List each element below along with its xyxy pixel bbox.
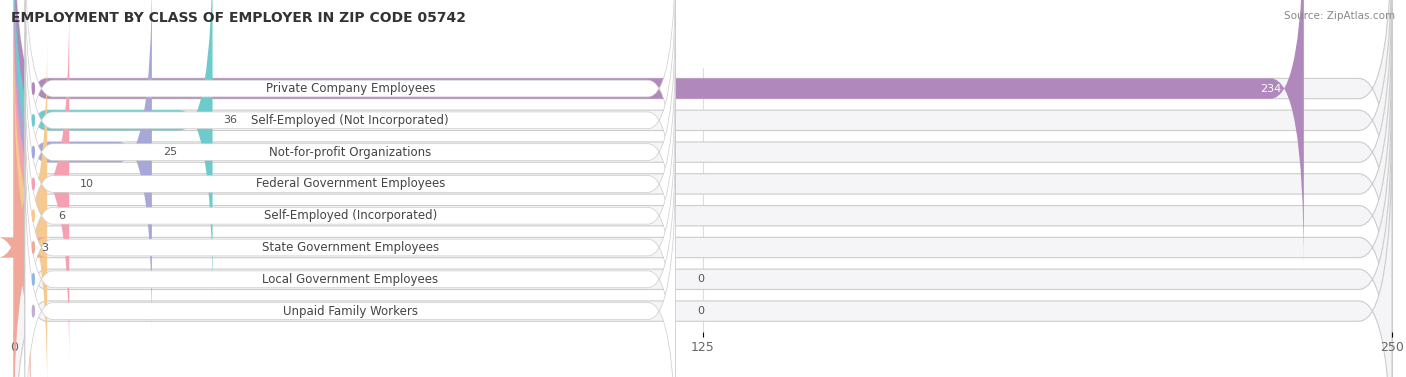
FancyBboxPatch shape bbox=[25, 33, 675, 334]
Text: 10: 10 bbox=[80, 179, 94, 189]
Circle shape bbox=[32, 274, 34, 285]
Text: Local Government Employees: Local Government Employees bbox=[262, 273, 439, 286]
FancyBboxPatch shape bbox=[14, 0, 1392, 333]
Text: 25: 25 bbox=[163, 147, 177, 157]
FancyBboxPatch shape bbox=[25, 2, 675, 303]
Circle shape bbox=[32, 115, 34, 126]
Text: Source: ZipAtlas.com: Source: ZipAtlas.com bbox=[1284, 11, 1395, 21]
Text: 6: 6 bbox=[58, 211, 65, 221]
Text: Private Company Employees: Private Company Employees bbox=[266, 82, 434, 95]
FancyBboxPatch shape bbox=[25, 65, 675, 366]
FancyBboxPatch shape bbox=[0, 67, 46, 377]
Text: State Government Employees: State Government Employees bbox=[262, 241, 439, 254]
FancyBboxPatch shape bbox=[14, 0, 1392, 269]
FancyBboxPatch shape bbox=[14, 0, 212, 301]
Text: 0: 0 bbox=[697, 306, 704, 316]
Text: EMPLOYMENT BY CLASS OF EMPLOYER IN ZIP CODE 05742: EMPLOYMENT BY CLASS OF EMPLOYER IN ZIP C… bbox=[11, 11, 467, 25]
Text: Federal Government Employees: Federal Government Employees bbox=[256, 178, 444, 190]
FancyBboxPatch shape bbox=[14, 35, 48, 377]
FancyBboxPatch shape bbox=[25, 0, 675, 239]
FancyBboxPatch shape bbox=[14, 0, 1392, 301]
Text: Self-Employed (Not Incorporated): Self-Employed (Not Incorporated) bbox=[252, 114, 449, 127]
FancyBboxPatch shape bbox=[14, 0, 152, 333]
FancyBboxPatch shape bbox=[14, 0, 1303, 269]
Text: 0: 0 bbox=[697, 274, 704, 284]
Text: Not-for-profit Organizations: Not-for-profit Organizations bbox=[269, 146, 432, 159]
FancyBboxPatch shape bbox=[14, 3, 69, 365]
Circle shape bbox=[32, 305, 34, 317]
FancyBboxPatch shape bbox=[25, 0, 675, 271]
FancyBboxPatch shape bbox=[14, 99, 1392, 377]
FancyBboxPatch shape bbox=[14, 67, 1392, 377]
Circle shape bbox=[32, 146, 34, 158]
FancyBboxPatch shape bbox=[14, 3, 1392, 365]
Text: 36: 36 bbox=[224, 115, 238, 125]
Text: Self-Employed (Incorporated): Self-Employed (Incorporated) bbox=[264, 209, 437, 222]
FancyBboxPatch shape bbox=[14, 35, 1392, 377]
FancyBboxPatch shape bbox=[25, 129, 675, 377]
Circle shape bbox=[32, 210, 34, 221]
Circle shape bbox=[32, 83, 34, 94]
Circle shape bbox=[32, 178, 34, 190]
FancyBboxPatch shape bbox=[25, 161, 675, 377]
Circle shape bbox=[32, 242, 34, 253]
Text: 234: 234 bbox=[1260, 84, 1282, 93]
FancyBboxPatch shape bbox=[14, 130, 1392, 377]
FancyBboxPatch shape bbox=[25, 97, 675, 377]
Text: Unpaid Family Workers: Unpaid Family Workers bbox=[283, 305, 418, 317]
Text: 3: 3 bbox=[42, 242, 49, 253]
